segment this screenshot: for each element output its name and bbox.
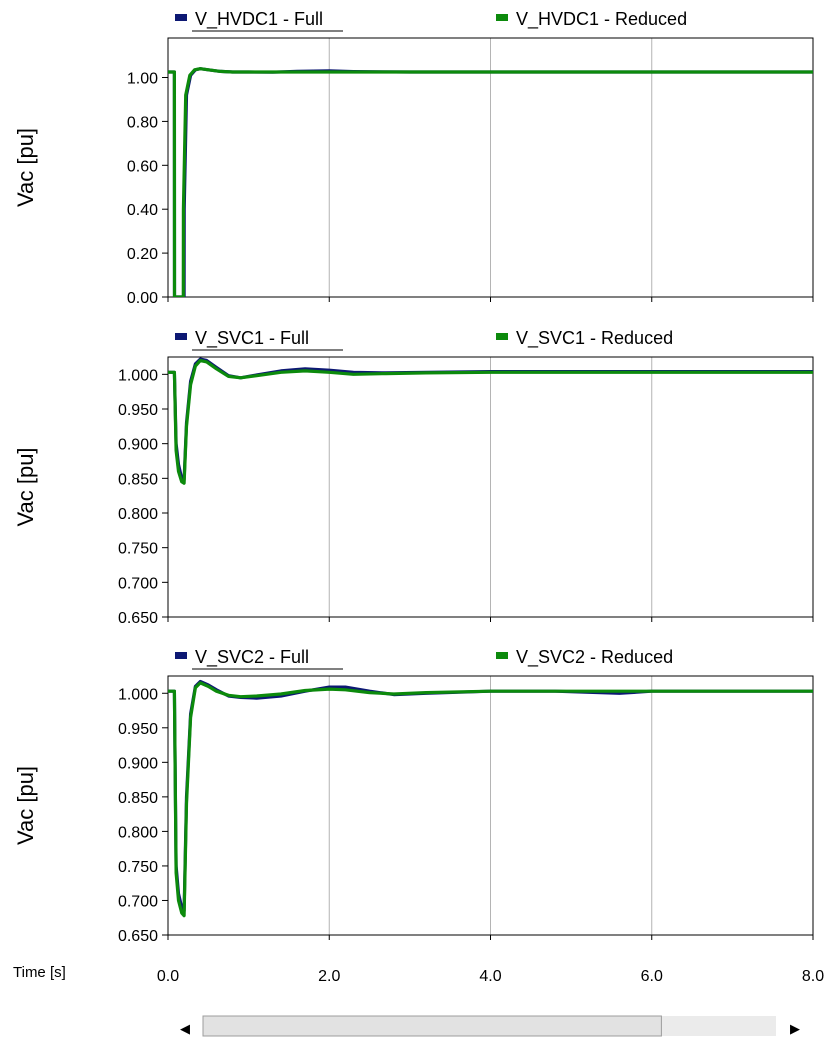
chart-panel-2: 0.650 0.700 0.750 0.800 0.850 0.900 0.950 1.000… [13, 328, 814, 627]
legend-swatch [175, 14, 187, 21]
x-axis-title: Time [s] [13, 964, 66, 981]
y-tick-label: 0.750 [118, 541, 158, 558]
y-axis-label: Vac [pu] [13, 766, 38, 845]
y-tick-label: 0.950 [118, 402, 158, 419]
legend-label: V_SVC1 - Reduced [516, 328, 673, 349]
y-tick-label: 0.950 [118, 721, 158, 738]
legend-swatch [175, 652, 187, 659]
chart-panel-3: 0.650 0.700 0.750 0.800 0.850 0.900 0.950 1.000… [13, 647, 814, 945]
series-line [168, 681, 813, 918]
x-tick-label: 4.0 [479, 968, 501, 985]
y-tick-label: 0.700 [118, 575, 158, 592]
y-tick-label: 0.750 [118, 859, 158, 876]
legend-swatch [496, 14, 508, 21]
y-tick-label: 0.80 [127, 114, 158, 131]
scrollbar-thumb[interactable] [202, 1015, 662, 1037]
y-tick-label: 0.700 [118, 893, 158, 910]
legend-label: V_SVC1 - Full [195, 328, 309, 349]
legend-swatch [496, 333, 508, 340]
legend-label: V_SVC2 - Reduced [516, 647, 673, 668]
x-tick-label: 8.0 [802, 968, 824, 985]
y-tick-label: 0.60 [127, 158, 158, 175]
y-axis-label: Vac [pu] [13, 128, 38, 207]
y-tick-label: 1.000 [118, 686, 158, 703]
y-tick-label: 0.00 [127, 290, 158, 307]
y-tick-label: 0.900 [118, 755, 158, 772]
series-line [168, 67, 813, 297]
x-tick-label: 0.0 [157, 968, 179, 985]
legend-swatch [496, 652, 508, 659]
x-tick-label: 6.0 [641, 968, 663, 985]
y-tick-label: 0.650 [118, 928, 158, 945]
y-tick-label: 0.850 [118, 790, 158, 807]
y-tick-label: 0.800 [118, 506, 158, 523]
legend-swatch [175, 333, 187, 340]
y-tick-label: 0.40 [127, 202, 158, 219]
y-tick-label: 0.800 [118, 824, 158, 841]
legend-label: V_HVDC1 - Reduced [516, 9, 687, 30]
y-tick-label: 1.00 [127, 71, 158, 88]
series-line [168, 358, 813, 485]
y-tick-label: 1.000 [118, 367, 158, 384]
y-tick-label: 0.900 [118, 437, 158, 454]
horizontal-scrollbar[interactable]: ◀ ▶ [180, 1015, 800, 1037]
chart-panel-1: 0.00 0.20 0.40 0.60 0.80 1.00 Vac [pu] V_HVDC1 … [13, 9, 814, 307]
y-axis-label: Vac [pu] [13, 447, 38, 526]
y-tick-label: 0.850 [118, 471, 158, 488]
y-tick-label: 0.650 [118, 610, 158, 627]
y-tick-label: 0.20 [127, 246, 158, 263]
x-axis: 0.0 2.0 4.0 6.0 8.0 Time [s] [13, 964, 824, 985]
legend-label: V_HVDC1 - Full [195, 9, 323, 30]
scroll-left-arrow-icon[interactable]: ◀ [180, 1021, 190, 1036]
scroll-right-arrow-icon[interactable]: ▶ [790, 1021, 800, 1036]
x-tick-label: 2.0 [318, 968, 340, 985]
legend-label: V_SVC2 - Full [195, 647, 309, 668]
